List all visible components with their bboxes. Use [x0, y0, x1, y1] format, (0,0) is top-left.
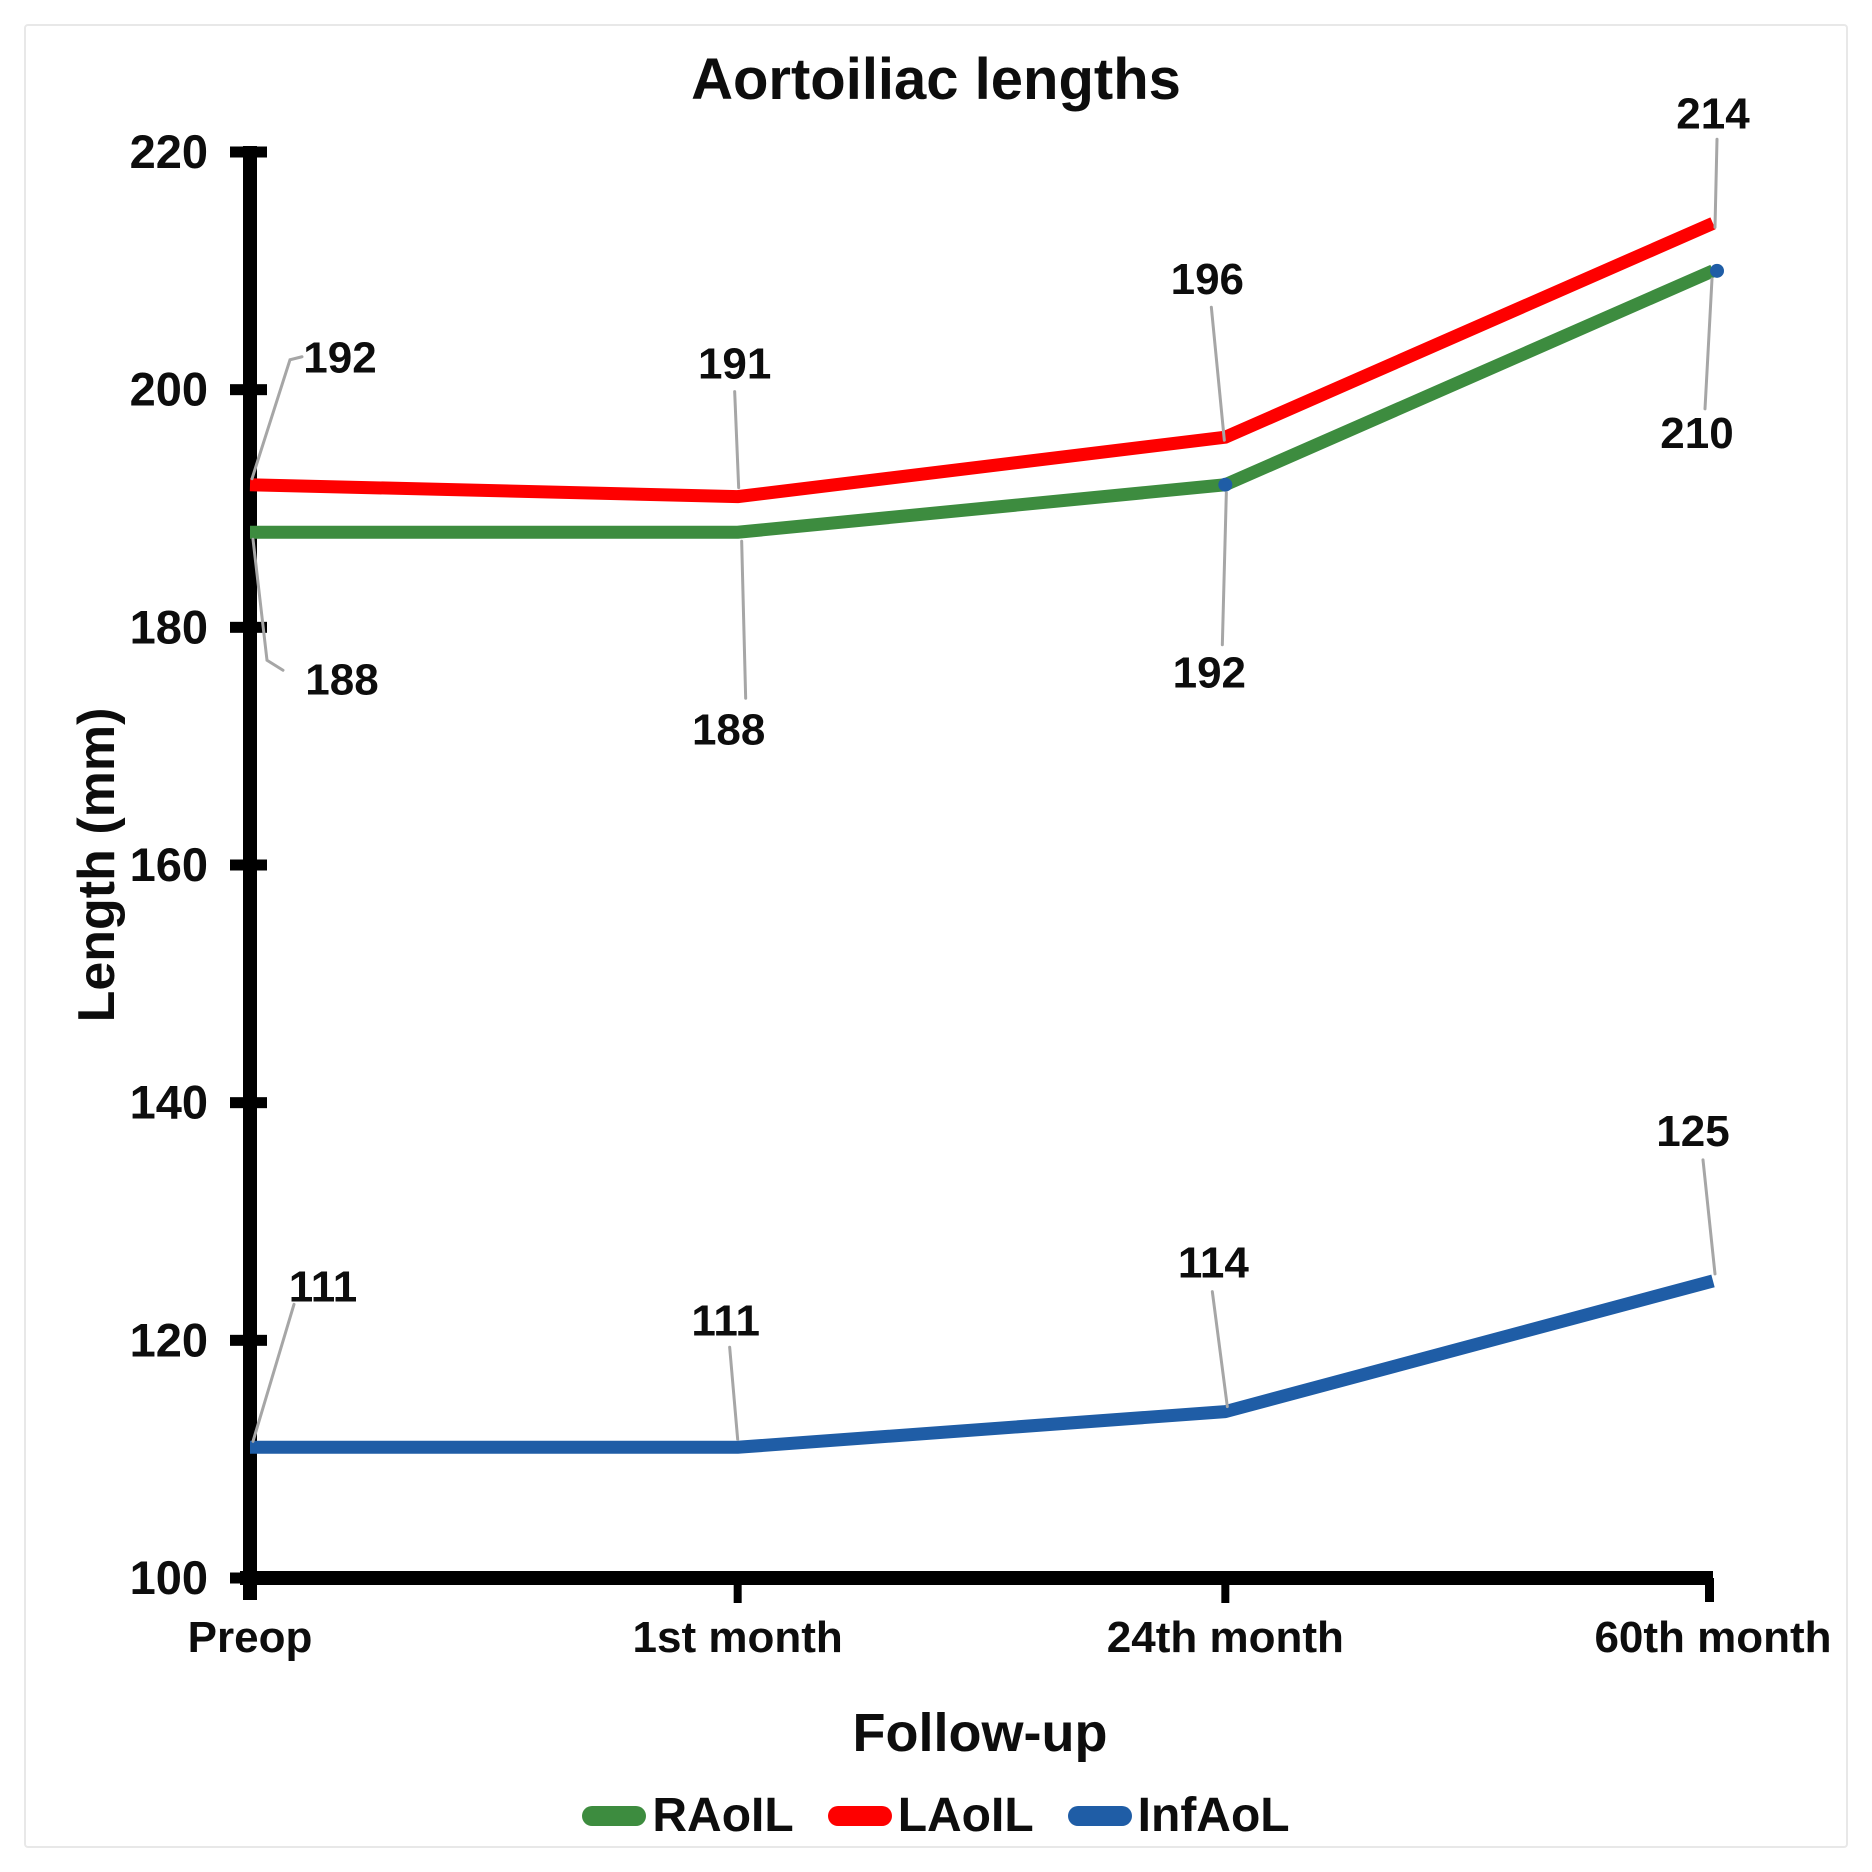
data-label-LAoIL: 214: [1676, 89, 1750, 138]
y-tick-label: 120: [130, 1313, 208, 1366]
data-label-InfAoL: 111: [289, 1262, 358, 1311]
y-axis-tick: [230, 384, 267, 396]
y-tick-label: 220: [130, 125, 208, 178]
stray-marker-dot: [1710, 263, 1724, 278]
label-leader-line: [1713, 137, 1719, 229]
y-tick-label: 180: [130, 600, 208, 653]
x-axis-end-tick: [1705, 1578, 1714, 1602]
y-tick-label: 200: [130, 363, 208, 416]
y-tick-label: 140: [130, 1076, 208, 1129]
label-leader-line: [1703, 277, 1714, 411]
data-label-RAoIL: 188: [305, 655, 378, 704]
legend-item-infaol: InfAoL: [1067, 1788, 1290, 1843]
label-leader-line: [1209, 305, 1226, 442]
laoil-line-swatch-icon: [827, 1805, 892, 1826]
label-leader-line: [733, 390, 741, 490]
raoil-line-swatch-icon: [582, 1805, 647, 1826]
series-lines: [249, 217, 1724, 1454]
y-tick-label: 100: [130, 1551, 208, 1604]
x-tick-label: 1st month: [633, 1613, 843, 1662]
x-axis-tick: [733, 1585, 742, 1603]
x-tick-label: 60th month: [1594, 1613, 1831, 1662]
legend: RAoIL LAoIL InfAoL: [0, 1788, 1872, 1843]
legend-item-laoil: LAoIL: [827, 1788, 1034, 1843]
label-leader-line: [728, 1345, 740, 1441]
data-label-RAoIL: 192: [1173, 649, 1246, 698]
x-axis-line: [240, 1571, 1713, 1585]
chart-title: Aortoiliac lengths: [691, 47, 1181, 112]
label-leader-line: [1210, 1290, 1229, 1409]
data-label-LAoIL: 196: [1171, 255, 1244, 304]
y-tick-label: 160: [130, 838, 208, 891]
y-axis-tick: [230, 1334, 267, 1346]
label-leader-line: [251, 537, 285, 672]
label-leader-line: [1701, 1158, 1717, 1276]
x-tick-label: 24th month: [1107, 1613, 1344, 1662]
label-leader-line: [1220, 491, 1228, 647]
data-label-RAoIL: 188: [692, 705, 765, 754]
label-leader-line: [251, 1302, 296, 1443]
data-label-InfAoL: 125: [1656, 1107, 1729, 1156]
label-leader-lines: [250, 137, 1719, 1443]
label-leader-line: [250, 355, 304, 481]
x-axis-tick: [1221, 1585, 1230, 1603]
data-label-InfAoL: 114: [1178, 1239, 1250, 1288]
y-axis-tick: [230, 1097, 267, 1109]
infaol-line-swatch-icon: [1067, 1805, 1132, 1826]
legend-label-raoil: RAoIL: [652, 1789, 794, 1842]
stray-marker-dot: [1218, 477, 1233, 492]
y-axis-tick: [230, 621, 267, 633]
data-label-RAoIL: 210: [1660, 409, 1733, 458]
data-labels: 188 188 192 210 192 191 196 214 111 111 114 125: [289, 89, 1751, 1345]
legend-label-infaol: InfAoL: [1137, 1789, 1290, 1842]
series-line-InfAoL: [250, 1274, 1715, 1454]
y-axis-line: [243, 146, 257, 1600]
data-label-InfAoL: 111: [691, 1296, 760, 1345]
x-axis-title: Follow-up: [852, 1703, 1108, 1763]
series-line-LAoIL: [249, 217, 1716, 504]
axes: 100 120 140 160 180 200 220 Preop 1st month 24th …: [130, 125, 1832, 1662]
x-tick-label: Preop: [188, 1613, 313, 1662]
legend-label-laoil: LAoIL: [897, 1789, 1034, 1842]
data-label-LAoIL: 191: [698, 340, 771, 389]
data-label-LAoIL: 192: [303, 334, 376, 383]
label-leader-line: [740, 539, 748, 700]
y-axis-tick: [230, 859, 267, 871]
y-axis-tick: [230, 146, 267, 158]
legend-item-raoil: RAoIL: [582, 1788, 794, 1843]
series-line-RAoIL: [250, 264, 1716, 539]
